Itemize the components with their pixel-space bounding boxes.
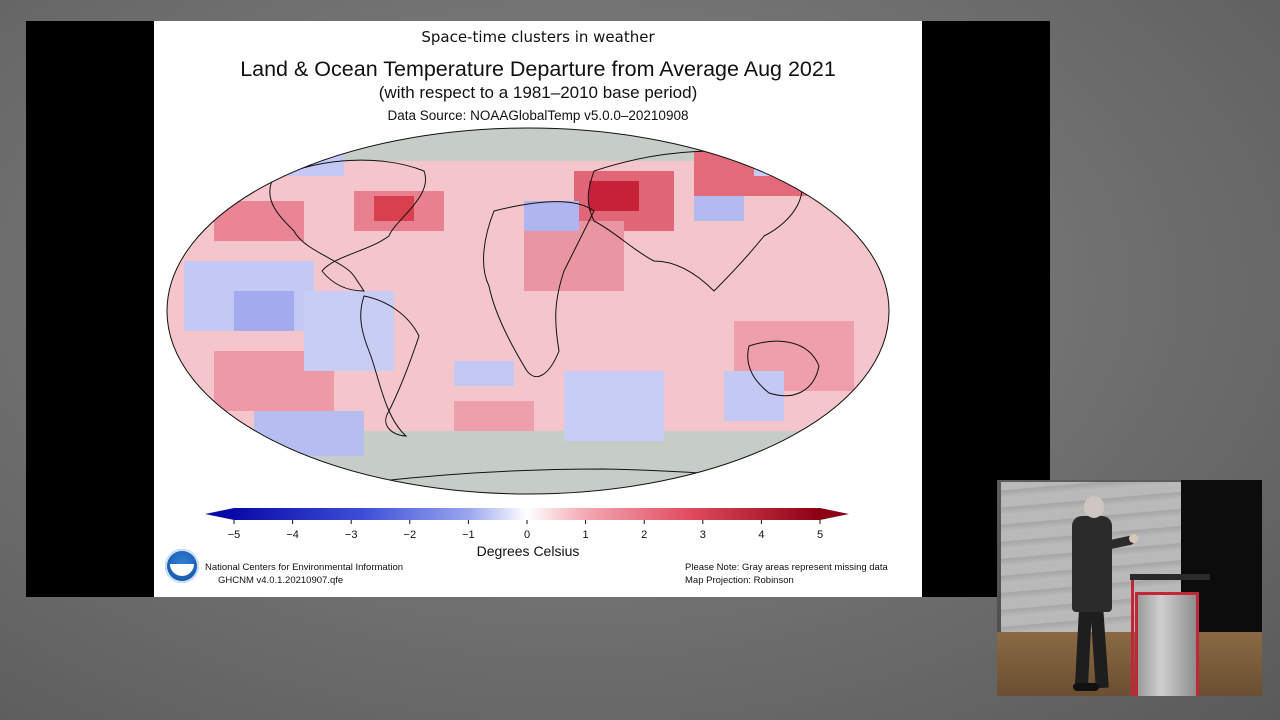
- colorbar-tick-label: 4: [758, 529, 764, 541]
- speaker-video-inset: [997, 480, 1262, 696]
- map-outline: [166, 127, 890, 495]
- colorbar-tick-label: 5: [817, 529, 823, 541]
- map-fill: [167, 128, 889, 494]
- footer-projection: Map Projection: Robinson: [685, 575, 794, 586]
- footer-org: National Centers for Environmental Infor…: [205, 562, 404, 573]
- noaa-logo-icon: [165, 549, 199, 583]
- colorbar-tick-label: −1: [462, 529, 475, 541]
- colorbar-tick-label: 1: [583, 529, 589, 541]
- colorbar-tick-label: −4: [286, 529, 299, 541]
- colorbar-tick-label: −3: [345, 529, 358, 541]
- inset-stage-floor: [997, 632, 1262, 696]
- footer-left: National Centers for Environmental Infor…: [205, 561, 403, 587]
- speaker-body: [1072, 516, 1112, 612]
- colorbar-tick-label: −5: [228, 529, 241, 541]
- footer-dataset: GHCNM v4.0.1.20210907.qfe: [218, 575, 344, 586]
- speaker-hand: [1129, 534, 1138, 543]
- colorbar: −5 −4 −3 −2 −1 0 1 2 3 4 5: [205, 508, 849, 541]
- colorbar-tick-label: 0: [524, 529, 530, 541]
- map-subtitle: (with respect to a 1981–2010 base period…: [378, 83, 698, 102]
- colorbar-high-arrow: [820, 508, 849, 520]
- map-source: Data Source: NOAAGlobalTemp v5.0.0–20210…: [387, 108, 689, 123]
- speaker-head: [1084, 496, 1104, 518]
- podium-top: [1130, 574, 1210, 580]
- colorbar-tick-label: 2: [641, 529, 647, 541]
- colorbar-low-arrow: [205, 508, 234, 520]
- colorbar-gradient: [234, 508, 820, 520]
- temperature-anomaly-map: −5 −4 −3 −2 −1 0 1 2 3 4 5: [166, 127, 890, 541]
- slide: Space-time clusters in weather Land & Oc…: [154, 21, 922, 597]
- speaker-shoe: [1073, 683, 1099, 691]
- map-title: Land & Ocean Temperature Departure from …: [240, 57, 836, 81]
- footer-note: Please Note: Gray areas represent missin…: [685, 562, 888, 573]
- colorbar-tick-label: −2: [404, 529, 417, 541]
- colorbar-tick-label: 3: [700, 529, 706, 541]
- podium-rod: [1131, 575, 1134, 696]
- podium: [1135, 592, 1199, 696]
- footer-right: Please Note: Gray areas represent missin…: [685, 561, 888, 587]
- colorbar-label: Degrees Celsius: [476, 543, 580, 559]
- slide-header: Space-time clusters in weather: [421, 28, 655, 46]
- colorbar-ticks: −5 −4 −3 −2 −1 0 1 2 3 4 5: [228, 520, 823, 541]
